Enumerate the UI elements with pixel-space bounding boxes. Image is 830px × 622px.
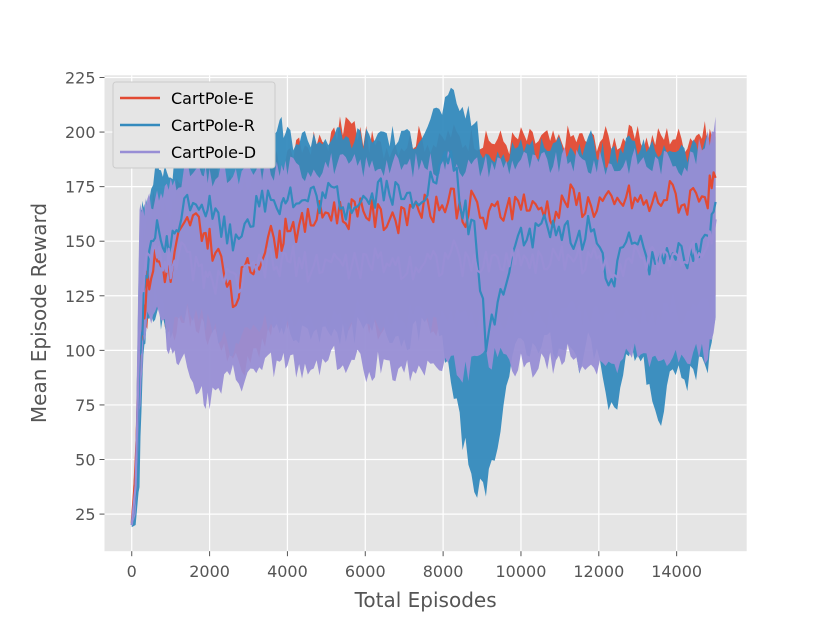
legend-label: CartPole-E [171,89,254,108]
x-axis-title: Total Episodes [354,588,497,612]
line-cartpole-r [130,150,717,526]
y-tick-label: 175 [65,178,96,197]
y-tick-label: 75 [75,396,95,415]
x-tick-label: 2000 [189,562,230,581]
x-tick-label: 10000 [496,562,547,581]
legend-box [112,81,276,169]
y-tick-label: 225 [65,68,96,87]
series-lines [130,150,717,526]
line-cartpole-d [130,219,717,526]
legend-label: CartPole-D [171,143,256,162]
x-tick-label: 4000 [267,562,308,581]
y-axis-ticks: 25 50 75 100 125 150 175 200 225 [65,68,105,524]
legend: CartPole-E CartPole-R CartPole-D [112,81,276,169]
y-tick-label: 200 [65,123,96,142]
y-tick-label: 100 [65,341,96,360]
x-tick-label: 12000 [573,562,624,581]
y-tick-label: 25 [75,505,95,524]
line-cartpole-e [130,171,717,523]
x-tick-label: 8000 [423,562,464,581]
band-cartpole-d [131,116,716,528]
y-tick-label: 50 [75,451,95,470]
x-tick-label: 14000 [651,562,702,581]
legend-label: CartPole-R [171,116,255,135]
x-tick-label: 6000 [345,562,386,581]
y-axis-title: Mean Episode Reward [27,203,51,423]
x-axis-ticks: 0 2000 4000 6000 8000 10000 12000 14000 [127,551,702,581]
y-tick-label: 150 [65,232,96,251]
y-tick-label: 125 [65,287,96,306]
x-tick-label: 0 [127,562,137,581]
